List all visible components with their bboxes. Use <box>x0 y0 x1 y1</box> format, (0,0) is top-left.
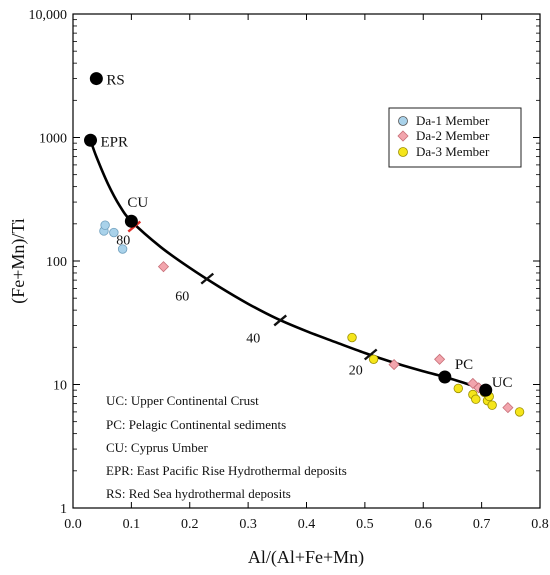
curve-tick-40 <box>273 314 287 327</box>
x-axis-title: Al/(Al+Fe+Mn) <box>248 547 364 568</box>
curve-tick-20 <box>363 348 378 361</box>
axis-ticks: 0.0 0.1 0.2 0.3 0.4 0.5 0.6 0.7 0.8 1 10 100 1000 10,… <box>29 8 549 532</box>
y-tick-label: 100 <box>46 255 67 270</box>
data-points <box>99 220 525 417</box>
x-tick-label: 0.7 <box>473 517 491 532</box>
note-epr: EPR: East Pacific Rise Hydrothermal depo… <box>106 463 347 478</box>
data-point-series-3 <box>347 332 357 343</box>
x-tick-label: 0.0 <box>64 517 82 532</box>
mixing-curve <box>89 139 487 392</box>
curve-label-80: 80 <box>116 234 130 249</box>
data-point-series-3 <box>471 394 481 404</box>
data-point-series-3 <box>487 400 497 410</box>
data-point-series-2 <box>502 402 514 414</box>
end-member-label-cu: CU <box>127 195 148 211</box>
x-tick-label: 0.6 <box>415 517 433 532</box>
y-axis-title: (Fe+Mn)/Ti <box>8 218 29 304</box>
legend-marker-da3 <box>398 147 408 157</box>
curve-label-20: 20 <box>349 363 363 378</box>
x-tick-label: 0.5 <box>356 517 374 532</box>
end-member-epr <box>84 133 98 147</box>
legend-marker-da1 <box>398 116 408 126</box>
legend-label-da2: Da-2 Member <box>416 128 490 143</box>
end-member-pc <box>438 370 452 384</box>
data-point-series-2 <box>388 359 400 371</box>
mixing-curve-layer: 80 60 40 20 <box>89 139 487 392</box>
x-tick-label: 0.3 <box>239 517 257 532</box>
data-point-series-3 <box>514 407 525 417</box>
plot-frame <box>72 13 541 509</box>
curve-label-60: 60 <box>175 290 189 305</box>
curve-label-40: 40 <box>246 331 260 346</box>
note-uc: UC: Upper Continental Crust <box>106 393 259 408</box>
data-point-series-3 <box>453 383 463 394</box>
legend-marker-da2 <box>397 130 409 142</box>
y-tick-label: 1000 <box>39 132 67 147</box>
x-tick-label: 0.4 <box>298 517 316 532</box>
data-point-series-2 <box>157 261 170 273</box>
note-cu: CU: Cyprus Umber <box>106 440 209 455</box>
note-pc: PC: Pelagic Continental sediments <box>106 417 286 432</box>
end-member-uc <box>479 383 493 397</box>
legend-label-da3: Da-3 Member <box>416 144 490 159</box>
end-member-notes: UC: Upper Continental Crust PC: Pelagic … <box>106 393 347 501</box>
legend: Da-1 Member Da-2 Member Da-3 Member <box>388 107 522 168</box>
end-member-label-uc: UC <box>492 375 513 391</box>
data-point-series-1 <box>117 244 128 254</box>
y-tick-label: 10,000 <box>29 8 68 23</box>
end-member-cu <box>124 214 138 228</box>
note-rs: RS: Red Sea hydrothermal deposits <box>106 486 291 501</box>
curve-tick-60 <box>200 272 215 285</box>
end-members: RS EPR CU PC UC <box>84 72 513 397</box>
data-point-series-1 <box>100 220 110 230</box>
x-tick-label: 0.1 <box>123 517 141 532</box>
end-member-rs <box>89 72 103 86</box>
end-member-label-epr: EPR <box>101 134 129 150</box>
y-tick-label: 1 <box>60 502 67 517</box>
x-tick-label: 0.8 <box>531 517 549 532</box>
end-member-label-pc: PC <box>455 357 473 373</box>
data-point-series-1 <box>109 227 119 238</box>
y-tick-label: 10 <box>53 379 67 394</box>
x-tick-label: 0.2 <box>181 517 199 532</box>
data-point-series-2 <box>434 353 446 365</box>
data-point-series-3 <box>368 354 379 364</box>
end-member-label-rs: RS <box>106 73 124 89</box>
legend-box <box>388 107 522 168</box>
legend-label-da1: Da-1 Member <box>416 113 490 128</box>
